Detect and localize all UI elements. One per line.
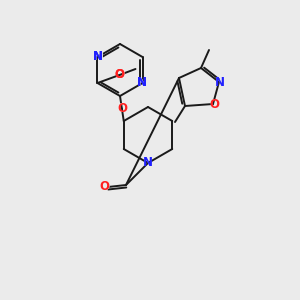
Text: O: O bbox=[209, 98, 219, 110]
Text: O: O bbox=[117, 102, 127, 115]
Text: O: O bbox=[115, 68, 124, 80]
Text: O: O bbox=[99, 181, 109, 194]
Text: N: N bbox=[215, 76, 225, 88]
Text: O: O bbox=[114, 68, 125, 80]
Text: N: N bbox=[137, 76, 147, 89]
Text: O: O bbox=[115, 68, 124, 80]
Text: N: N bbox=[143, 157, 153, 169]
Text: N: N bbox=[136, 76, 148, 89]
Text: N: N bbox=[137, 76, 147, 89]
Text: N: N bbox=[215, 76, 225, 88]
Text: O: O bbox=[99, 181, 109, 194]
Text: N: N bbox=[93, 50, 103, 64]
Text: N: N bbox=[92, 50, 104, 64]
Text: N: N bbox=[143, 157, 153, 169]
Text: O: O bbox=[117, 102, 127, 115]
Text: O: O bbox=[209, 98, 219, 110]
Text: N: N bbox=[93, 50, 103, 64]
